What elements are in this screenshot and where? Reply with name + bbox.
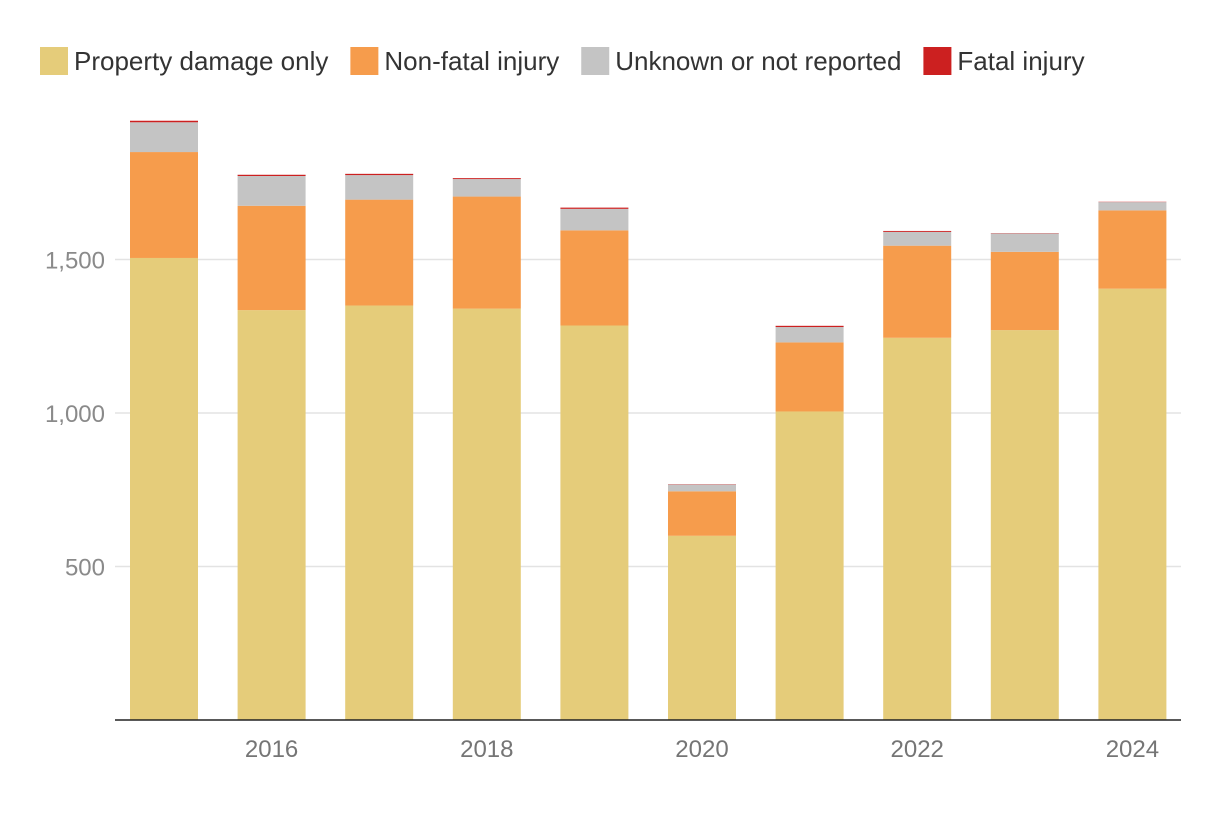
y-tick-label: 1,000 bbox=[45, 401, 105, 428]
x-tick-label: 2018 bbox=[460, 736, 513, 763]
legend-swatch bbox=[350, 47, 379, 75]
bar-stack-2024 bbox=[1098, 201, 1167, 720]
bar-segment bbox=[452, 196, 521, 309]
bar-segment bbox=[130, 152, 198, 258]
x-tick-label: 2016 bbox=[245, 736, 298, 763]
bar-segment bbox=[560, 208, 629, 231]
legend-item: Non-fatal injury bbox=[350, 46, 559, 76]
y-axis-ticks: 500 1,000 1,500 bbox=[45, 248, 105, 582]
x-tick-label: 2020 bbox=[675, 736, 728, 763]
bar-segment bbox=[883, 231, 952, 246]
legend-swatch bbox=[581, 47, 610, 75]
bar-stack-2018 bbox=[452, 178, 521, 720]
x-tick-label: 2022 bbox=[891, 736, 944, 763]
bars bbox=[130, 120, 1167, 720]
legend: Property damage only Non-fatal injury Unkn… bbox=[40, 46, 1085, 76]
y-tick-label: 500 bbox=[65, 555, 105, 582]
bar-segment bbox=[237, 175, 306, 206]
bar-stack-2020 bbox=[668, 484, 736, 720]
bar-segment bbox=[1098, 210, 1167, 289]
bar-segment bbox=[130, 257, 198, 720]
bar-segment bbox=[883, 230, 952, 232]
bar-segment bbox=[990, 233, 1059, 252]
bar-segment bbox=[237, 310, 306, 720]
legend-item: Fatal injury bbox=[923, 46, 1085, 76]
bar-segment bbox=[775, 411, 844, 720]
bar-segment bbox=[775, 342, 844, 412]
bar-segment bbox=[1098, 288, 1167, 720]
bar-stack-2021 bbox=[775, 325, 844, 720]
bar-segment bbox=[130, 120, 198, 123]
bar-segment bbox=[130, 122, 198, 153]
bar-segment bbox=[237, 205, 306, 311]
legend-swatch bbox=[923, 47, 952, 75]
bar-stack-2022 bbox=[883, 230, 952, 720]
bar-segment bbox=[345, 305, 414, 720]
bar-segment bbox=[452, 179, 521, 197]
bar-segment bbox=[668, 491, 736, 536]
bar-segment bbox=[560, 230, 629, 326]
bar-segment bbox=[990, 330, 1059, 720]
legend-label: Property damage only bbox=[74, 46, 328, 76]
bar-segment bbox=[775, 327, 844, 343]
legend-swatch bbox=[40, 47, 68, 75]
bar-segment bbox=[237, 174, 306, 176]
bar-stack-2015 bbox=[130, 120, 198, 720]
x-axis-ticks: 2016 2018 2020 2022 2024 bbox=[245, 736, 1159, 763]
legend-item: Property damage only bbox=[40, 46, 328, 76]
legend-item: Unknown or not reported bbox=[581, 46, 901, 76]
bar-segment bbox=[345, 175, 414, 200]
legend-label: Non-fatal injury bbox=[384, 46, 559, 76]
bar-segment bbox=[345, 199, 414, 306]
bar-segment bbox=[883, 337, 952, 720]
bar-segment bbox=[560, 325, 629, 720]
bar-stack-2017 bbox=[345, 173, 414, 720]
bar-segment bbox=[560, 207, 629, 209]
legend-label: Unknown or not reported bbox=[615, 46, 901, 76]
bar-stack-2023 bbox=[990, 233, 1059, 720]
y-tick-label: 1,500 bbox=[45, 248, 105, 275]
bar-segment bbox=[1098, 202, 1167, 211]
bar-segment bbox=[990, 251, 1059, 331]
bar-segment bbox=[668, 484, 736, 492]
bar-segment bbox=[775, 325, 844, 328]
bar-segment bbox=[452, 308, 521, 720]
x-tick-label: 2024 bbox=[1106, 736, 1159, 763]
bar-segment bbox=[883, 245, 952, 338]
bar-segment bbox=[668, 535, 736, 720]
bar-segment bbox=[452, 178, 521, 180]
bar-stack-2016 bbox=[237, 174, 306, 720]
bar-segment bbox=[345, 173, 414, 176]
bar-stack-2019 bbox=[560, 207, 629, 720]
legend-label: Fatal injury bbox=[957, 46, 1084, 76]
